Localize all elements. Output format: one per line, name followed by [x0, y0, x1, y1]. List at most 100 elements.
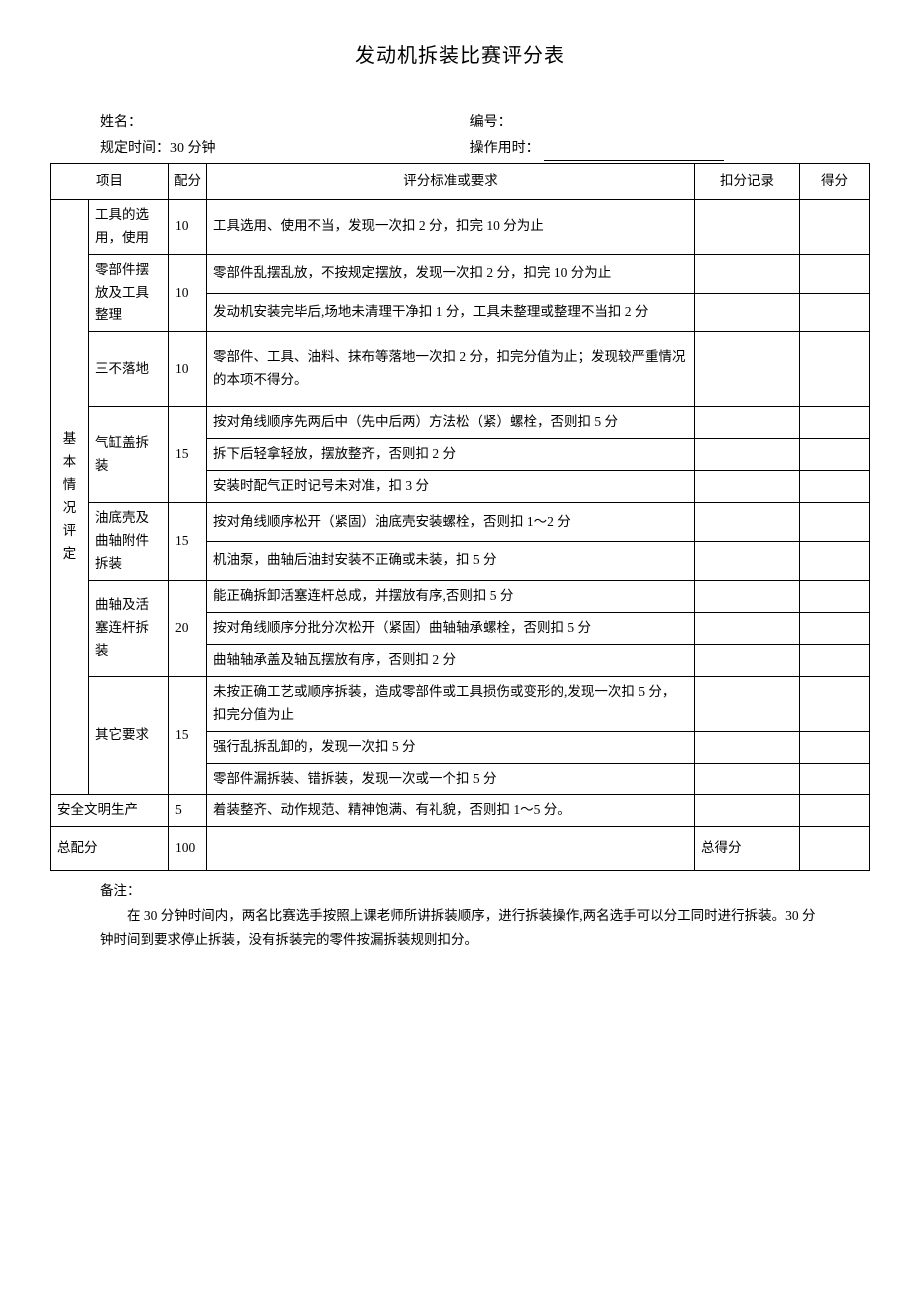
remarks-body: 在 30 分钟时间内，两名比赛选手按照上课老师所讲拆装顺序，进行拆装操作,两名选… — [100, 904, 820, 953]
category-label: 基本情况评定 — [63, 431, 77, 561]
item-crank-score: 20 — [169, 580, 207, 676]
deduct-nodrop-1 — [695, 332, 800, 407]
score-table: 项目 配分 评分标准或要求 扣分记录 得分 基本情况评定 工具的选用，使用 10… — [50, 163, 870, 872]
final-other-2 — [800, 731, 870, 763]
item-other-score: 15 — [169, 676, 207, 795]
operation-time-label: 操作用时： — [470, 141, 540, 156]
final-parts-1 — [800, 254, 870, 293]
deduct-oil-1 — [695, 503, 800, 542]
final-crank-1 — [800, 580, 870, 612]
total-blank — [207, 827, 695, 871]
criteria-other-3: 零部件漏拆装、错拆装，发现一次或一个扣 5 分 — [207, 763, 695, 795]
item-safety-name: 安全文明生产 — [51, 795, 169, 827]
deduct-crank-3 — [695, 644, 800, 676]
deduct-other-1 — [695, 676, 800, 731]
time-limit-field: 规定时间：30 分钟 — [100, 138, 470, 160]
item-parts-name: 零部件摆放及工具整理 — [89, 254, 169, 332]
criteria-crank-1: 能正确拆卸活塞连杆总成，并摆放有序,否则扣 5 分 — [207, 580, 695, 612]
category-cell: 基本情况评定 — [51, 199, 89, 795]
item-nodrop-name: 三不落地 — [89, 332, 169, 407]
total-final-label: 总得分 — [695, 827, 800, 871]
row-safety: 安全文明生产 5 着装整齐、动作规范、精神饱满、有礼貌，否则扣 1～5 分。 — [51, 795, 870, 827]
total-name: 总配分 — [51, 827, 169, 871]
deduct-crank-1 — [695, 580, 800, 612]
time-limit-value: 30 分钟 — [170, 141, 216, 156]
criteria-cyl-2: 拆下后轻拿轻放，摆放整齐，否则扣 2 分 — [207, 439, 695, 471]
final-parts-2 — [800, 293, 870, 332]
deduct-other-3 — [695, 763, 800, 795]
table-header: 项目 配分 评分标准或要求 扣分记录 得分 — [51, 163, 870, 199]
final-oil-1 — [800, 503, 870, 542]
final-cyl-2 — [800, 439, 870, 471]
number-field: 编号： — [470, 112, 870, 134]
item-other-name: 其它要求 — [89, 676, 169, 795]
final-crank-3 — [800, 644, 870, 676]
item-crank-name: 曲轴及活塞连杆拆装 — [89, 580, 169, 676]
item-parts-score: 10 — [169, 254, 207, 332]
criteria-safety: 着装整齐、动作规范、精神饱满、有礼貌，否则扣 1～5 分。 — [207, 795, 695, 827]
criteria-parts-1: 零部件乱摆乱放，不按规定摆放，发现一次扣 2 分，扣完 10 分为止 — [207, 254, 695, 293]
item-oil-score: 15 — [169, 503, 207, 581]
deduct-parts-1 — [695, 254, 800, 293]
row-tool: 基本情况评定 工具的选用，使用 10 工具选用、使用不当，发现一次扣 2 分，扣… — [51, 199, 870, 254]
row-nodrop: 三不落地 10 零部件、工具、油料、抹布等落地一次扣 2 分，扣完分值为止；发现… — [51, 332, 870, 407]
final-other-3 — [800, 763, 870, 795]
criteria-cyl-3: 安装时配气正时记号未对准，扣 3 分 — [207, 471, 695, 503]
total-score: 100 — [169, 827, 207, 871]
criteria-tool-1: 工具选用、使用不当，发现一次扣 2 分，扣完 10 分为止 — [207, 199, 695, 254]
item-oil-name: 油底壳及曲轴附件拆装 — [89, 503, 169, 581]
final-oil-2 — [800, 542, 870, 581]
row-total: 总配分 100 总得分 — [51, 827, 870, 871]
deduct-tool-1 — [695, 199, 800, 254]
item-tool-name: 工具的选用，使用 — [89, 199, 169, 254]
header-row-1: 姓名： 编号： — [50, 112, 870, 134]
item-nodrop-score: 10 — [169, 332, 207, 407]
deduct-parts-2 — [695, 293, 800, 332]
deduct-oil-2 — [695, 542, 800, 581]
time-limit-label: 规定时间： — [100, 141, 170, 156]
criteria-nodrop-1: 零部件、工具、油料、抹布等落地一次扣 2 分，扣完分值为止；发现较严重情况的本项… — [207, 332, 695, 407]
criteria-crank-2: 按对角线顺序分批分次松开（紧固）曲轴轴承螺栓，否则扣 5 分 — [207, 612, 695, 644]
criteria-crank-3: 曲轴轴承盖及轴瓦摆放有序，否则扣 2 分 — [207, 644, 695, 676]
deduct-cyl-1 — [695, 407, 800, 439]
row-cyl-1: 气缸盖拆装 15 按对角线顺序先两后中（先中后两）方法松（紧）螺栓，否则扣 5 … — [51, 407, 870, 439]
col-deduction-header: 扣分记录 — [695, 163, 800, 199]
deduct-other-2 — [695, 731, 800, 763]
col-final-header: 得分 — [800, 163, 870, 199]
deduct-crank-2 — [695, 612, 800, 644]
item-tool-score: 10 — [169, 199, 207, 254]
final-other-1 — [800, 676, 870, 731]
operation-time-blank — [544, 147, 724, 161]
row-parts-1: 零部件摆放及工具整理 10 零部件乱摆乱放，不按规定摆放，发现一次扣 2 分，扣… — [51, 254, 870, 293]
criteria-other-2: 强行乱拆乱卸的，发现一次扣 5 分 — [207, 731, 695, 763]
remarks-label: 备注： — [100, 879, 820, 903]
total-final-value — [800, 827, 870, 871]
operation-time-field: 操作用时： — [470, 138, 870, 160]
col-score-header: 配分 — [169, 163, 207, 199]
final-nodrop-1 — [800, 332, 870, 407]
deduct-cyl-3 — [695, 471, 800, 503]
item-cyl-name: 气缸盖拆装 — [89, 407, 169, 503]
final-tool-1 — [800, 199, 870, 254]
criteria-oil-2: 机油泵，曲轴后油封安装不正确或未装，扣 5 分 — [207, 542, 695, 581]
col-item-header: 项目 — [51, 163, 169, 199]
name-field: 姓名： — [100, 112, 470, 134]
row-oil-1: 油底壳及曲轴附件拆装 15 按对角线顺序松开（紧固）油底壳安装螺栓，否则扣 1～… — [51, 503, 870, 542]
deduct-cyl-2 — [695, 439, 800, 471]
deduct-safety — [695, 795, 800, 827]
final-crank-2 — [800, 612, 870, 644]
page-title: 发动机拆装比赛评分表 — [50, 40, 870, 72]
final-cyl-3 — [800, 471, 870, 503]
final-cyl-1 — [800, 407, 870, 439]
criteria-parts-2: 发动机安装完毕后,场地未清理干净扣 1 分，工具未整理或整理不当扣 2 分 — [207, 293, 695, 332]
item-safety-score: 5 — [169, 795, 207, 827]
item-cyl-score: 15 — [169, 407, 207, 503]
row-crank-1: 曲轴及活塞连杆拆装 20 能正确拆卸活塞连杆总成，并摆放有序,否则扣 5 分 — [51, 580, 870, 612]
header-row-2: 规定时间：30 分钟 操作用时： — [50, 138, 870, 160]
final-safety — [800, 795, 870, 827]
criteria-other-1: 未按正确工艺或顺序拆装，造成零部件或工具损伤或变形的,发现一次扣 5 分，扣完分… — [207, 676, 695, 731]
row-other-1: 其它要求 15 未按正确工艺或顺序拆装，造成零部件或工具损伤或变形的,发现一次扣… — [51, 676, 870, 731]
remarks-section: 备注： 在 30 分钟时间内，两名比赛选手按照上课老师所讲拆装顺序，进行拆装操作… — [50, 871, 870, 952]
criteria-oil-1: 按对角线顺序松开（紧固）油底壳安装螺栓，否则扣 1～2 分 — [207, 503, 695, 542]
criteria-cyl-1: 按对角线顺序先两后中（先中后两）方法松（紧）螺栓，否则扣 5 分 — [207, 407, 695, 439]
